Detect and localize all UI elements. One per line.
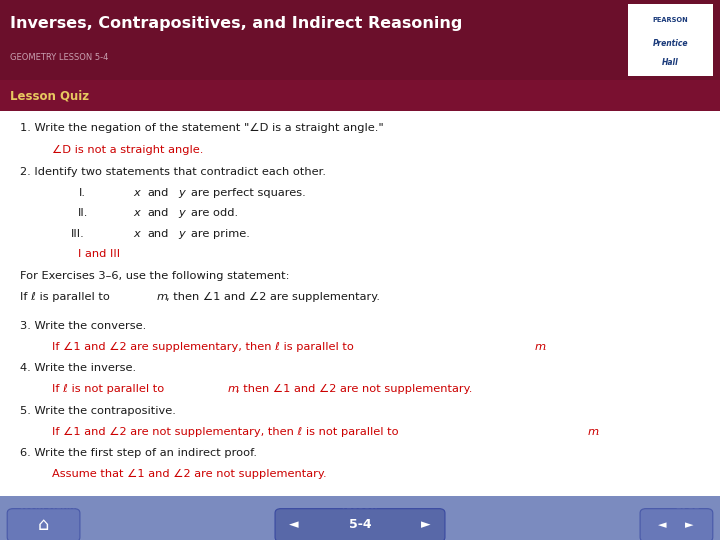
- Text: ►: ►: [685, 520, 693, 530]
- Text: .: .: [596, 427, 600, 437]
- Text: 5. Write the contrapositive.: 5. Write the contrapositive.: [20, 406, 176, 416]
- Text: and: and: [148, 188, 169, 198]
- FancyBboxPatch shape: [7, 509, 80, 540]
- Text: ►: ►: [421, 518, 431, 531]
- Text: ⌂: ⌂: [37, 516, 49, 534]
- Text: ∠D is not a straight angle.: ∠D is not a straight angle.: [52, 145, 203, 155]
- Text: Inverses, Contrapositives, and Indirect Reasoning: Inverses, Contrapositives, and Indirect …: [10, 17, 462, 31]
- Text: PAGE: PAGE: [675, 508, 700, 517]
- Text: GEOMETRY LESSON 5-4: GEOMETRY LESSON 5-4: [10, 53, 109, 62]
- Text: y: y: [178, 229, 184, 239]
- Text: are odd.: are odd.: [191, 208, 238, 218]
- Text: 4. Write the inverse.: 4. Write the inverse.: [20, 363, 136, 373]
- Text: 6. Write the first step of an indirect proof.: 6. Write the first step of an indirect p…: [20, 448, 257, 458]
- Text: 5-4: 5-4: [348, 518, 372, 531]
- Text: x: x: [133, 229, 140, 239]
- Text: m: m: [157, 292, 168, 302]
- Text: , then ∠1 and ∠2 are supplementary.: , then ∠1 and ∠2 are supplementary.: [166, 292, 380, 302]
- Text: Prentice: Prentice: [652, 39, 688, 48]
- Text: I.: I.: [79, 188, 86, 198]
- Text: are prime.: are prime.: [191, 229, 250, 239]
- Text: .: .: [543, 342, 546, 352]
- FancyBboxPatch shape: [0, 111, 720, 496]
- Text: Assume that ∠1 and ∠2 are not supplementary.: Assume that ∠1 and ∠2 are not supplement…: [52, 469, 326, 479]
- Text: Hall: Hall: [662, 58, 679, 68]
- Text: II.: II.: [78, 208, 88, 218]
- Text: If ℓ is not parallel to: If ℓ is not parallel to: [52, 384, 168, 394]
- Text: m: m: [228, 384, 238, 394]
- Text: 2. Identify two statements that contradict each other.: 2. Identify two statements that contradi…: [20, 167, 326, 177]
- Text: , then ∠1 and ∠2 are not supplementary.: , then ∠1 and ∠2 are not supplementary.: [236, 384, 472, 394]
- Text: x: x: [133, 208, 140, 218]
- FancyBboxPatch shape: [628, 4, 713, 76]
- Text: m: m: [588, 427, 598, 437]
- Text: are perfect squares.: are perfect squares.: [191, 188, 305, 198]
- Text: ◄: ◄: [658, 520, 667, 530]
- Text: and: and: [148, 208, 169, 218]
- FancyBboxPatch shape: [0, 496, 720, 540]
- Text: If ℓ is parallel to: If ℓ is parallel to: [20, 292, 114, 302]
- FancyBboxPatch shape: [640, 509, 713, 540]
- Text: PEARSON: PEARSON: [652, 17, 688, 23]
- Text: For Exercises 3–6, use the following statement:: For Exercises 3–6, use the following sta…: [20, 272, 289, 281]
- Text: x: x: [133, 188, 140, 198]
- FancyBboxPatch shape: [0, 80, 720, 111]
- Text: I and III: I and III: [78, 249, 120, 259]
- Text: Lesson Quiz: Lesson Quiz: [10, 89, 89, 102]
- Text: 1. Write the negation of the statement "∠D is a straight angle.": 1. Write the negation of the statement "…: [20, 123, 384, 133]
- Text: m: m: [534, 342, 545, 352]
- Text: y: y: [178, 188, 184, 198]
- Text: y: y: [178, 208, 184, 218]
- FancyBboxPatch shape: [0, 0, 720, 80]
- Text: 3. Write the converse.: 3. Write the converse.: [20, 321, 146, 331]
- Text: and: and: [148, 229, 169, 239]
- Text: If ∠1 and ∠2 are supplementary, then ℓ is parallel to: If ∠1 and ∠2 are supplementary, then ℓ i…: [52, 342, 357, 352]
- Text: LESSON: LESSON: [342, 508, 378, 517]
- FancyBboxPatch shape: [275, 509, 445, 540]
- Text: III.: III.: [71, 229, 84, 239]
- Text: MAIN MENU: MAIN MENU: [20, 508, 76, 517]
- Text: ◄: ◄: [289, 518, 299, 531]
- Text: If ∠1 and ∠2 are not supplementary, then ℓ is not parallel to: If ∠1 and ∠2 are not supplementary, then…: [52, 427, 402, 437]
